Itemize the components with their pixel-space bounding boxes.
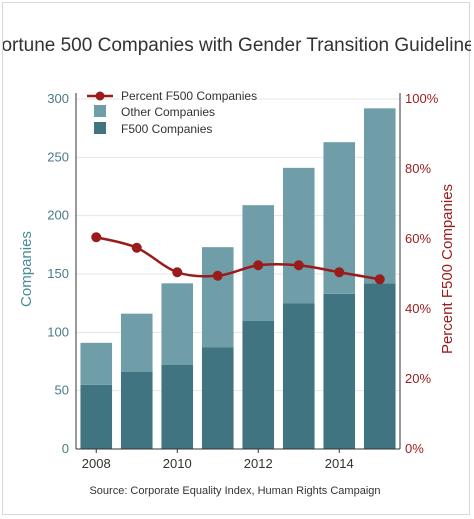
y-tick-left: 50 (55, 383, 69, 398)
source-note: Source: Corporate Equality Index, Human … (89, 485, 380, 497)
y-tick-left: 200 (47, 208, 69, 223)
x-tick-label: 2014 (325, 456, 354, 471)
bars (80, 108, 396, 449)
percent-point (91, 232, 102, 243)
bar-other (120, 313, 153, 372)
legend-swatch-f500 (94, 122, 106, 134)
legend-swatch-other (94, 105, 106, 117)
percent-point (212, 270, 223, 281)
x-tick-label: 2008 (82, 456, 111, 471)
bar-other (80, 342, 113, 385)
y-axis-label-left: Companies (18, 231, 35, 307)
bar-f500 (80, 384, 113, 449)
chart-frame: Fortune 500 Companies with Gender Transi… (2, 2, 471, 515)
bar-f500 (242, 320, 275, 449)
chart-svg: Fortune 500 Companies with Gender Transi… (3, 35, 471, 497)
y-tick-left: 250 (47, 149, 69, 164)
y-axis-label-right: Percent F500 Companies (439, 184, 456, 354)
y-tick-left: 100 (47, 324, 69, 339)
bar-other (282, 167, 315, 304)
bar-other (201, 247, 234, 348)
y-tick-right: 100% (405, 91, 439, 106)
legend: Percent F500 Companies Other Companies F… (87, 89, 257, 136)
percent-point (253, 260, 264, 271)
bar-other (161, 283, 194, 365)
bar-f500 (120, 372, 153, 449)
bar-f500 (161, 365, 194, 449)
bar-other (363, 108, 396, 284)
x-tick-label: 2012 (244, 456, 273, 471)
y-tick-right: 40% (405, 301, 431, 316)
y-tick-left: 150 (47, 266, 69, 281)
bar-f500 (282, 303, 315, 449)
y-tick-right: 20% (405, 371, 431, 386)
percent-point (131, 242, 142, 253)
percent-point (293, 260, 304, 271)
y-tick-right: 0% (405, 441, 424, 456)
percent-point (172, 267, 183, 278)
percent-point (374, 274, 385, 285)
bar-f500 (363, 283, 396, 449)
chart-title: Fortune 500 Companies with Gender Transi… (3, 35, 471, 56)
bar-f500 (323, 293, 356, 449)
legend-label-percent: Percent F500 Companies (121, 89, 257, 103)
y-tick-right: 80% (405, 161, 431, 176)
axes (75, 93, 401, 450)
y-tick-left: 300 (47, 91, 69, 106)
bar-f500 (201, 347, 234, 449)
percent-point (334, 267, 345, 278)
percent-line (91, 232, 385, 285)
y-tick-left: 0 (62, 441, 69, 456)
legend-label-other: Other Companies (121, 105, 215, 119)
legend-label-f500: F500 Companies (121, 122, 212, 136)
x-tick-label: 2010 (163, 456, 192, 471)
legend-line-marker (95, 91, 105, 101)
ticks: 0 50 100 150 200 250 300 0% 20% 40% 60% 80% 100% 2008… (47, 91, 438, 471)
y-tick-right: 60% (405, 231, 431, 246)
